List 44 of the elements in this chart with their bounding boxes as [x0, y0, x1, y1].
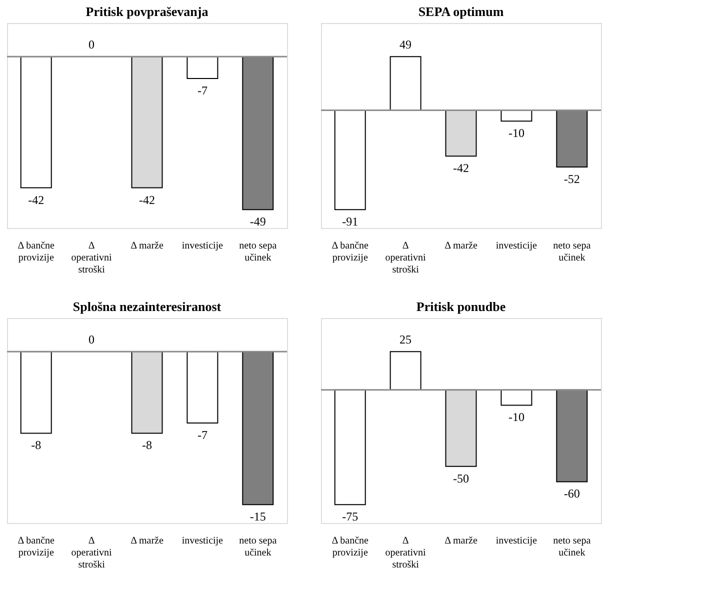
data-label: -60 [564, 486, 580, 501]
data-label: -7 [197, 428, 208, 442]
data-label: -7 [197, 84, 208, 98]
x-tick-label: Δ bančne provizije [18, 536, 56, 558]
data-label: -91 [342, 214, 358, 229]
data-label: -50 [453, 471, 469, 486]
x-tick-label: investicije [496, 240, 538, 252]
data-label: -75 [342, 510, 358, 524]
x-tick-label: Δ operativni stroški [71, 240, 112, 276]
data-label: -8 [142, 438, 152, 452]
x-tick-label: Δ marže [444, 536, 478, 546]
x-tick-label: Δ bančne provizije [332, 240, 370, 264]
chart-title: Splošna nezainteresiranost [72, 299, 222, 314]
x-tick-label: Δ marže [444, 240, 478, 252]
x-tick-label: Δ bančne provizije [332, 536, 370, 558]
x-tick-label: neto sepa učinek [553, 240, 592, 264]
x-tick-label: investicije [182, 240, 224, 252]
x-tick-label: neto sepa učinek [553, 536, 592, 558]
x-tick-label: Δ operativni stroški [385, 240, 426, 276]
data-label: 0 [88, 38, 95, 52]
data-label: 25 [400, 332, 412, 347]
x-tick-label: Δ marže [130, 240, 164, 252]
data-label: 49 [400, 38, 412, 52]
data-label: -8 [31, 438, 42, 452]
x-tick-label: Δ bančne provizije [18, 240, 56, 264]
x-tick-label: neto sepa učinek [239, 536, 278, 558]
chart-title: SEPA optimum [418, 4, 504, 19]
data-label: -49 [250, 214, 266, 229]
x-tick-label: investicije [496, 536, 538, 546]
chart-title: Pritisk ponudbe [416, 299, 506, 314]
data-label: -52 [564, 172, 580, 186]
data-label: -10 [508, 126, 524, 140]
x-tick-label: Δ marže [130, 536, 164, 546]
data-label: -15 [250, 510, 266, 524]
data-label: -42 [28, 192, 44, 207]
data-label: -42 [453, 161, 469, 176]
x-tick-label: neto sepa učinek [239, 240, 278, 264]
x-tick-label: Δ operativni stroški [71, 536, 112, 570]
x-tick-label: Δ operativni stroški [385, 536, 426, 570]
data-label: 0 [88, 332, 95, 347]
x-tick-label: investicije [182, 536, 224, 546]
data-label: -10 [508, 410, 524, 424]
data-label: -42 [139, 192, 155, 207]
chart-title: Pritisk povpraševanja [86, 4, 209, 19]
